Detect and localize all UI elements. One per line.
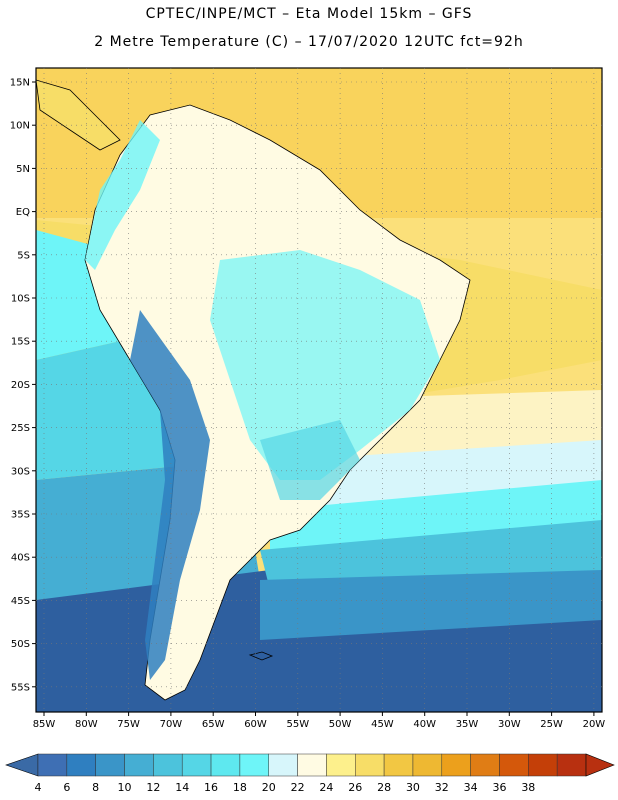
lat-tick-label: 50S	[11, 639, 30, 650]
lat-tick-label: 35S	[11, 510, 30, 521]
colorbar-swatch	[210, 753, 241, 777]
colorbar-label: 24	[319, 781, 333, 794]
latitude-axis: 15N 10N 5N EQ 5S 10S 15S 20S 25S 30S 35S 40S 45S 50S 5…	[10, 78, 36, 693]
lat-tick-label: 10S	[11, 294, 30, 305]
lon-tick-label: 40W	[413, 719, 436, 730]
colorbar-label: 10	[118, 781, 132, 794]
lon-tick-label: 55W	[286, 719, 309, 730]
lon-tick-label: 50W	[329, 719, 352, 730]
andes-south-cold-area	[130, 310, 210, 680]
lat-tick-label: 55S	[11, 682, 30, 693]
lat-tick-label: 25S	[11, 423, 30, 434]
colorbar-label: 26	[348, 781, 362, 794]
colorbar-label: 6	[63, 781, 70, 794]
lat-tick-label: 20S	[11, 380, 30, 391]
colorbar-swatch	[556, 753, 587, 777]
lon-tick-label: 20W	[583, 719, 606, 730]
lon-tick-label: 85W	[33, 719, 56, 730]
colorbar-swatches	[5, 753, 615, 777]
colorbar: 4 6 8 10 12 14 16 18 20 22 24 26 28 30 32 34 36 38	[5, 753, 615, 794]
colorbar-label: 18	[233, 781, 247, 794]
colorbar-label: 38	[521, 781, 535, 794]
lat-tick-label: 15S	[11, 337, 30, 348]
temperature-map: 15N 10N 5N EQ 5S 10S 15S 20S 25S 30S 35S 40S 45S 50S 5…	[10, 67, 606, 730]
lat-tick-label: 45S	[11, 596, 30, 607]
lon-tick-label: 30W	[498, 719, 521, 730]
chart-title-line2: 2 Metre Temperature (C) – 17/07/2020 12U…	[94, 34, 524, 50]
lon-tick-label: 65W	[202, 719, 225, 730]
colorbar-label: 16	[204, 781, 218, 794]
longitude-axis: 85W 80W 75W 70W 65W 60W 55W 50W 45W 40W 35W 30W 25W 2…	[33, 712, 606, 730]
lon-tick-label: 45W	[371, 719, 394, 730]
colorbar-under-arrow	[5, 753, 39, 777]
colorbar-swatch	[95, 753, 125, 777]
colorbar-labels: 4 6 8 10 12 14 16 18 20 22 24 26 28 30 32 34 36 38	[35, 781, 536, 794]
lon-tick-label: 75W	[117, 719, 140, 730]
colorbar-label: 34	[464, 781, 478, 794]
colorbar-swatch	[297, 753, 327, 777]
atlantic-cooler-band	[270, 480, 602, 560]
lon-tick-label: 60W	[244, 719, 267, 730]
lat-tick-label: 30S	[11, 466, 30, 477]
lon-tick-label: 25W	[540, 719, 563, 730]
colorbar-swatch	[412, 753, 443, 777]
atlantic-colder-band	[260, 570, 602, 640]
lon-tick-label: 70W	[160, 719, 183, 730]
colorbar-swatch	[181, 753, 212, 777]
chart-title-line1: CPTEC/INPE/MCT – Eta Model 15km – GFS	[145, 6, 473, 22]
lat-tick-label: EQ	[16, 207, 30, 218]
colorbar-label: 12	[146, 781, 160, 794]
colorbar-label: 20	[262, 781, 276, 794]
colorbar-swatch	[124, 753, 154, 777]
lat-tick-label: 10N	[10, 121, 30, 132]
central-america-landmass	[36, 79, 121, 151]
colorbar-label: 36	[492, 781, 506, 794]
central-brazil-cool-area	[210, 250, 440, 480]
colorbar-label: 14	[175, 781, 189, 794]
colorbar-label: 30	[406, 781, 420, 794]
map-frame	[35, 67, 603, 713]
lat-tick-label: 15N	[10, 78, 30, 89]
colorbar-swatch	[268, 753, 298, 777]
colorbar-swatch	[528, 753, 558, 777]
colorbar-over-arrow	[585, 753, 615, 777]
colorbar-label: 22	[291, 781, 305, 794]
colorbar-label: 32	[435, 781, 449, 794]
lat-tick-label: 40S	[11, 553, 30, 564]
lat-tick-label: 5S	[17, 250, 30, 261]
colorbar-swatch	[441, 753, 471, 777]
atlantic-cool-band	[290, 440, 602, 520]
colorbar-swatch	[239, 753, 269, 777]
andes-north-cool-area	[85, 120, 160, 270]
colorbar-label: 4	[35, 781, 42, 794]
colorbar-swatch	[499, 753, 529, 777]
colorbar-swatch	[66, 753, 96, 777]
southern-brazil-cool-area	[260, 420, 360, 500]
colorbar-label: 8	[92, 781, 99, 794]
colorbar-label: 28	[377, 781, 391, 794]
colorbar-swatch	[355, 753, 385, 777]
lat-tick-label: 5N	[16, 164, 30, 175]
colorbar-swatch	[37, 753, 68, 777]
lon-tick-label: 80W	[75, 719, 98, 730]
lon-tick-label: 35W	[456, 719, 479, 730]
colorbar-swatch	[326, 753, 356, 777]
colorbar-swatch	[153, 753, 183, 777]
colorbar-swatch	[470, 753, 500, 777]
colorbar-swatch	[383, 753, 414, 777]
